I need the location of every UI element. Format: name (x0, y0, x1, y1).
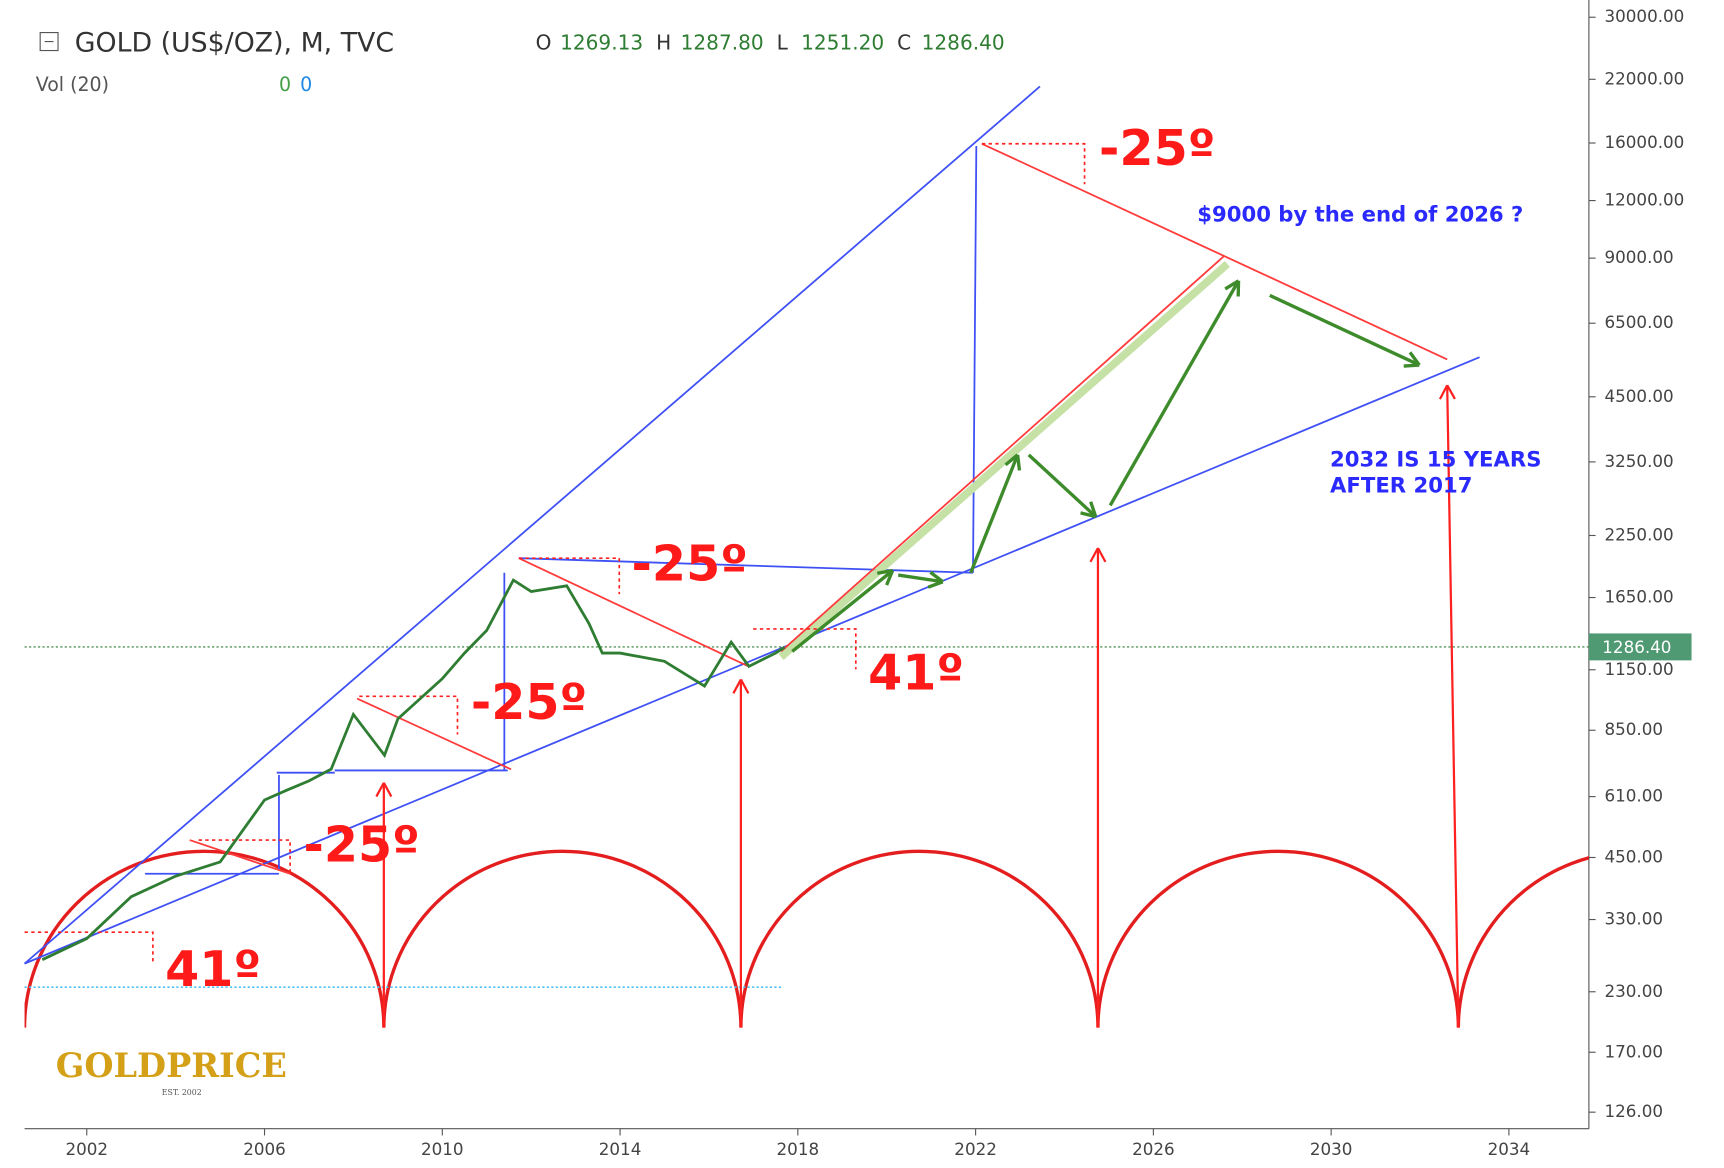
y-tick-label: 2250.00 (1605, 524, 1674, 544)
drawing-line (1269, 293, 1421, 367)
angle-box (198, 839, 291, 874)
drawing-line (1438, 384, 1449, 400)
drawing-line (1403, 363, 1420, 368)
drawing-line (1004, 453, 1019, 467)
drawing-line (1080, 511, 1097, 519)
collapse-icon[interactable] (39, 32, 59, 52)
x-tick-label: 2026 (1132, 1139, 1175, 1159)
annotation: $9000 by the end of 2026 ? (1197, 203, 1523, 228)
price-line (41, 578, 786, 961)
drawing-line (897, 573, 944, 584)
drawing-line (24, 356, 1480, 965)
ohlc-key: O (536, 30, 552, 54)
drawing-line (518, 557, 974, 574)
drawing-line (189, 839, 291, 875)
y-tick-label: 1650.00 (1605, 586, 1674, 606)
drawing-line (1027, 453, 1097, 518)
annotation: -25º (1099, 119, 1215, 177)
logo-sub: EST. 2002 (162, 1088, 202, 1097)
ohlc-key: L (777, 30, 789, 54)
drawing-line (1089, 501, 1098, 518)
y-tick-label: 230.00 (1605, 981, 1664, 1001)
y-tick-label: 170.00 (1605, 1041, 1664, 1061)
ohlc-value: 1251.20 (801, 30, 884, 54)
drawing-line (1108, 279, 1240, 507)
angle-box (24, 931, 154, 964)
drawing-line (382, 782, 393, 798)
x-tick-label: 2030 (1310, 1139, 1353, 1159)
drawing-line (1446, 385, 1460, 1028)
drawing-line (23, 85, 1041, 965)
annotation: AFTER 2017 (1330, 473, 1472, 498)
drawing-line (981, 142, 1448, 361)
symbol-title: GOLD (US$/OZ), M, TVC (75, 27, 394, 58)
y-tick-label: 610.00 (1605, 786, 1664, 806)
annotation: 41º (868, 644, 964, 702)
annotation: -25º (471, 673, 587, 731)
annotation: -25º (632, 535, 748, 593)
y-tick-label: 9000.00 (1605, 247, 1674, 267)
drawing-line (1408, 351, 1421, 367)
y-tick-label: 12000.00 (1605, 190, 1685, 210)
annotation: -25º (303, 815, 419, 873)
x-tick-label: 2006 (243, 1139, 286, 1159)
drawing-line (885, 569, 895, 586)
ohlc-value: 1286.40 (922, 30, 1005, 54)
x-tick-label: 2014 (599, 1139, 642, 1159)
drawing-line (1089, 547, 1099, 563)
y-tick-label: 22000.00 (1605, 68, 1685, 88)
indicator-value: 0 (300, 74, 312, 96)
annotation: 2032 IS 15 YEARS (1330, 447, 1541, 472)
x-tick-label: 2018 (777, 1139, 820, 1159)
drawing-line (929, 570, 944, 584)
x-tick-label: 2022 (954, 1139, 997, 1159)
y-tick-label: 450.00 (1605, 846, 1664, 866)
annotation: 41º (165, 940, 261, 998)
x-tick-label: 2002 (65, 1139, 108, 1159)
drawing-line (778, 260, 1230, 660)
drawing-line (791, 569, 894, 653)
y-tick-label: 6500.00 (1605, 312, 1674, 332)
angle-box (753, 628, 857, 670)
cycle-arches (24, 849, 1589, 1028)
x-tick-label: 2034 (1488, 1139, 1531, 1159)
angle-box (359, 695, 459, 735)
y-tick-label: 16000.00 (1605, 132, 1685, 152)
drawing-line (780, 255, 1225, 653)
angle-box (981, 142, 1086, 185)
y-tick-label: 4500.00 (1605, 386, 1674, 406)
drawing-line (1224, 279, 1240, 291)
ohlc-key: C (897, 30, 911, 54)
drawing-line (356, 697, 512, 771)
y-tick-label: 330.00 (1605, 909, 1664, 929)
last-price-tag (1588, 633, 1692, 661)
logo: GOLDPRICE (56, 1045, 287, 1085)
drawing-line (732, 678, 742, 694)
drawing-line (927, 580, 944, 589)
drawing-line (1096, 547, 1107, 563)
y-tick-label: 126.00 (1605, 1101, 1664, 1121)
indicator-label: Vol (20) (36, 74, 109, 96)
drawing-line (1446, 384, 1456, 400)
x-tick-label: 2010 (421, 1139, 464, 1159)
y-tick-label: 1150.00 (1605, 659, 1674, 679)
drawing-line (972, 145, 978, 573)
indicator-value: 0 (279, 74, 291, 96)
drawing-line (375, 782, 385, 798)
drawing-line (1015, 454, 1022, 471)
y-tick-label: 30000.00 (1605, 6, 1685, 26)
drawing-line (876, 568, 893, 575)
y-tick-label: 850.00 (1605, 719, 1664, 739)
last-price-label: 1286.40 (1602, 637, 1671, 657)
drawing-line (739, 678, 750, 694)
y-tick-label: 3250.00 (1605, 451, 1674, 471)
ohlc-value: 1287.80 (681, 30, 764, 54)
ohlc-value: 1269.13 (560, 30, 643, 54)
drawing-line (969, 454, 1020, 574)
ohlc-key: H (656, 30, 671, 54)
drawing-line (518, 557, 748, 667)
